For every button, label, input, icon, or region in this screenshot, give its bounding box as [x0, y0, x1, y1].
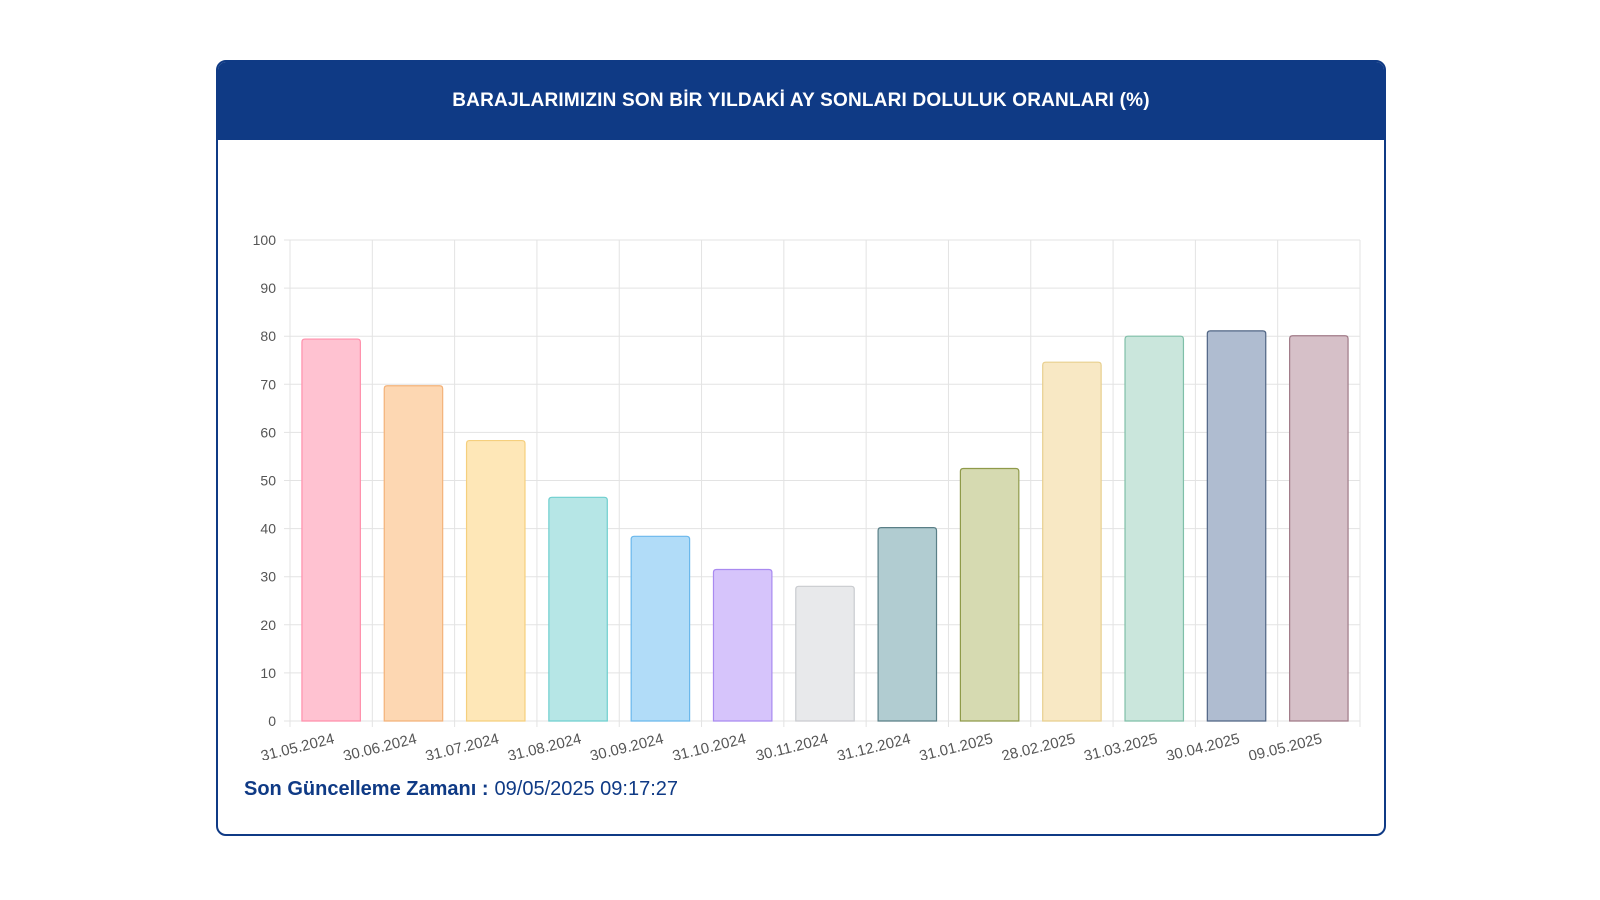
bar-31.10.2024[interactable]: [712, 568, 773, 722]
y-tick-label: 80: [260, 328, 276, 344]
x-tick-label: 28.02.2025: [1000, 730, 1077, 760]
y-tick-label: 70: [260, 376, 276, 392]
x-tick-label: 30.06.2024: [341, 730, 418, 760]
bar-30.11.2024[interactable]: [795, 585, 855, 722]
bar-31.12.2024[interactable]: [877, 527, 938, 722]
x-tick-label: 31.07.2024: [424, 730, 501, 760]
y-tick-label: 40: [260, 521, 276, 537]
last-update-value: 09/05/2025 09:17:27: [494, 778, 679, 800]
bar-31.08.2024[interactable]: [548, 496, 608, 722]
x-tick-label: 31.10.2024: [671, 730, 748, 760]
bar-31.05.2024[interactable]: [301, 338, 361, 722]
x-tick-label: 31.03.2025: [1082, 730, 1159, 760]
x-tick-label: 30.11.2024: [754, 730, 830, 760]
last-update-label: Son Güncelleme Zamanı :: [244, 778, 489, 800]
bar-30.06.2024[interactable]: [383, 385, 444, 722]
y-tick-label: 20: [260, 617, 276, 633]
last-update: Son Güncelleme Zamanı :09/05/2025 09:17:…: [244, 778, 678, 801]
y-tick-label: 10: [260, 665, 276, 681]
x-tick-label: 31.01.2025: [918, 730, 995, 760]
y-tick-label: 0: [268, 713, 276, 729]
bar-31.01.2025[interactable]: [959, 467, 1020, 722]
x-tick-label: 31.08.2024: [506, 730, 583, 760]
x-tick-label: 30.04.2025: [1165, 730, 1242, 760]
bar-30.09.2024[interactable]: [630, 535, 691, 722]
y-tick-label: 50: [260, 473, 276, 489]
bar-31.03.2025[interactable]: [1124, 335, 1185, 722]
y-tick-label: 90: [260, 280, 276, 296]
x-tick-label: 31.05.2024: [259, 730, 336, 760]
y-tick-label: 30: [260, 569, 276, 585]
bar-30.04.2025[interactable]: [1206, 330, 1267, 722]
x-tick-label: 30.09.2024: [588, 730, 665, 760]
chart-title: BARAJLARIMIZIN SON BİR YILDAKİ AY SONLAR…: [218, 62, 1384, 140]
bar-09.05.2025[interactable]: [1289, 335, 1349, 722]
x-tick-label: 31.12.2024: [835, 730, 912, 760]
x-tick-label: 09.05.2025: [1247, 730, 1324, 760]
bar-28.02.2025[interactable]: [1042, 361, 1102, 722]
y-tick-label: 100: [253, 232, 277, 248]
chart-card: BARAJLARIMIZIN SON BİR YILDAKİ AY SONLAR…: [216, 60, 1386, 836]
y-tick-label: 60: [260, 424, 276, 440]
bar-chart: 0 10 20 30 40 50 60 70 80 90 100 31.05.2024 30.06.2…: [253, 232, 1361, 760]
bar-31.07.2024[interactable]: [465, 439, 526, 722]
